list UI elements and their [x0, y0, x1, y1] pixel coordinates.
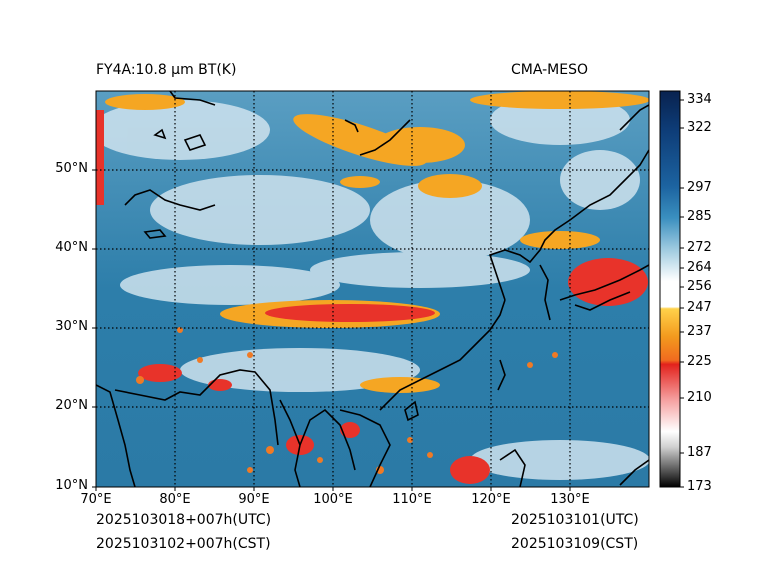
colorbar-tick-label: 285 [687, 209, 712, 224]
lon-label: 110°E [392, 492, 432, 507]
lon-label: 130°E [550, 492, 590, 507]
colorbar-tick-label: 187 [687, 445, 712, 460]
lat-label: 50°N [55, 161, 88, 176]
lat-label: 30°N [55, 319, 88, 334]
map-frame [95, 90, 650, 488]
product-title: FY4A:10.8 µm BT(K) [96, 62, 237, 78]
colorbar-tick-label: 210 [687, 390, 712, 405]
colorbar-tick-label: 322 [687, 120, 712, 135]
scattered-convection [136, 327, 558, 474]
lat-label: 10°N [55, 478, 88, 493]
colorbar-ticks [680, 99, 684, 488]
lat-label: 40°N [55, 240, 88, 255]
lon-label: 80°E [159, 492, 191, 507]
graticule [96, 91, 649, 487]
valid-time-utc: 2025103101(UTC) [511, 512, 639, 528]
coastlines [96, 91, 649, 487]
init-time-cst: 2025103102+007h(CST) [96, 536, 271, 552]
deep-convection-areas [96, 110, 648, 484]
colorbar-tick-label: 173 [687, 479, 712, 494]
colorbar-tick-label: 225 [687, 354, 712, 369]
lon-label: 120°E [471, 492, 511, 507]
valid-time-cst: 2025103109(CST) [511, 536, 639, 552]
colorbar-tick-label: 256 [687, 279, 712, 294]
lat-label: 20°N [55, 398, 88, 413]
model-title: CMA-MESO [511, 62, 589, 78]
colorbar-tick-label: 334 [687, 92, 712, 107]
colorbar-tick-label: 297 [687, 180, 712, 195]
lon-label: 100°E [313, 492, 353, 507]
colorbar-tick-label: 237 [687, 324, 712, 339]
axis-ticks [92, 169, 571, 491]
colorbar-tick-label: 264 [687, 260, 712, 275]
colorbar-tick-label: 272 [687, 240, 712, 255]
lon-label: 70°E [80, 492, 112, 507]
colorbar [659, 90, 681, 488]
colorbar-tick-label: 247 [687, 300, 712, 315]
init-time-utc: 2025103018+007h(UTC) [96, 512, 272, 528]
lon-label: 90°E [238, 492, 270, 507]
